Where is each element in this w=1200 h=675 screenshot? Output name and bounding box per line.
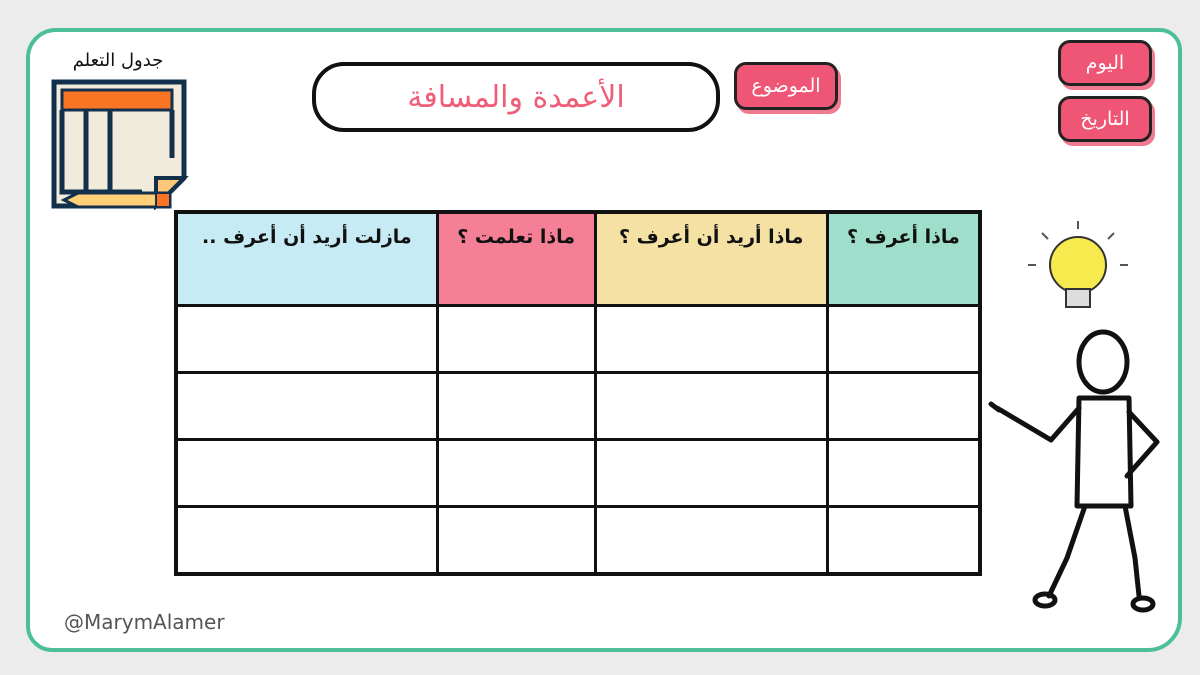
table-cell[interactable] [435,505,597,576]
table-row [174,304,982,374]
header-learned: ماذا تعلمت ؟ [435,210,597,307]
table-cell[interactable] [174,505,439,576]
pencil-icon [60,191,172,209]
table-row [174,371,982,441]
table-cell[interactable] [593,438,829,508]
table-cell[interactable] [593,304,829,374]
table-cell[interactable] [825,304,982,374]
day-tag[interactable]: اليوم [1058,40,1152,86]
table-cell[interactable] [825,438,982,508]
table-cell[interactable] [435,371,597,441]
schedule-label: جدول التعلم [72,50,164,71]
topic-tag: الموضوع [734,62,838,110]
author-credit: @MarymAlamer [64,610,225,634]
table-cell[interactable] [593,505,829,576]
header-still-want: مازلت أريد أن أعرف .. [174,210,439,307]
table-cell[interactable] [174,304,439,374]
table-cell[interactable] [174,438,439,508]
table-row [174,438,982,508]
table-cell[interactable] [174,371,439,441]
lightbulb-icon [1028,221,1128,308]
table-cell[interactable] [435,438,597,508]
header-want: ماذا أريد أن أعرف ؟ [593,210,829,307]
table-cell[interactable] [825,371,982,441]
kwl-table: ماذا أعرف ؟ ماذا أريد أن أعرف ؟ ماذا تعل… [174,210,982,576]
stick-figure-illustration [988,329,1160,613]
header-know: ماذا أعرف ؟ [825,210,982,307]
topic-value[interactable]: الأعمدة والمسافة [312,62,720,132]
table-row [174,505,982,576]
table-cell[interactable] [435,304,597,374]
table-cell[interactable] [593,371,829,441]
header-row: ماذا أعرف ؟ ماذا أريد أن أعرف ؟ ماذا تعل… [174,210,982,307]
date-tag[interactable]: التاريخ [1058,96,1152,142]
table-cell[interactable] [825,505,982,576]
